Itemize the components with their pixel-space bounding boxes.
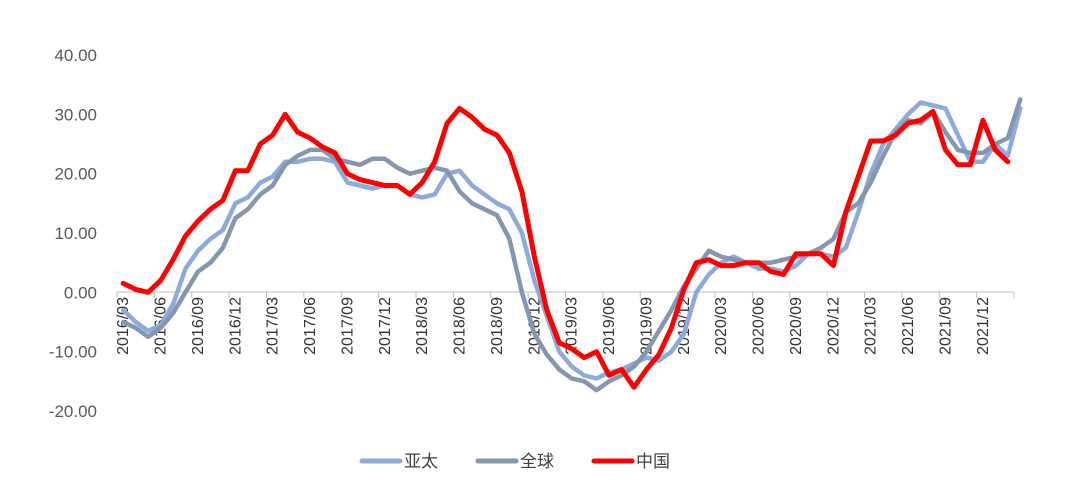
- x-tick-label: 2021/09: [937, 297, 954, 355]
- y-tick-label: 10.00: [54, 224, 97, 243]
- x-tick-label: 2017/06: [302, 297, 319, 355]
- legend-label: 亚太: [404, 452, 438, 471]
- x-tick-label: 2018/03: [414, 297, 431, 355]
- series-line-1: [120, 100, 1023, 381]
- y-axis: -20.00 -10.00 0.00 10.00 20.00 30.00 40.00: [49, 46, 97, 421]
- x-tick-label: 2016/12: [227, 297, 244, 355]
- x-tick-marks: [116, 292, 1015, 298]
- x-tick-label: 2017/09: [339, 297, 356, 355]
- legend-label: 中国: [636, 452, 670, 471]
- x-tick-label: 2017/03: [265, 297, 282, 355]
- series-layer: [120, 97, 1023, 393]
- x-tick-label: 2021/06: [900, 297, 917, 355]
- legend-label: 全球: [520, 452, 554, 471]
- x-tick-label: 2020/12: [825, 297, 842, 355]
- x-tick-labels: 2016/03 2016/06 2016/09 2016/12 2017/03 2017/…: [115, 297, 992, 355]
- x-tick-label: 2016/03: [115, 297, 132, 355]
- x-tick-label: 2018/09: [489, 297, 506, 355]
- y-tick-label: -20.00: [49, 402, 97, 421]
- y-tick-label: -10.00: [49, 343, 97, 362]
- x-tick-label: 2021/03: [863, 297, 880, 355]
- y-tick-label: 40.00: [54, 46, 97, 65]
- series-line-3: [120, 105, 1011, 390]
- x-tick-label: 2019/06: [601, 297, 618, 355]
- series-line-2: [120, 97, 1023, 393]
- legend: 亚太 全球 中国: [359, 452, 670, 471]
- x-tick-label: 2020/06: [751, 297, 768, 355]
- y-tick-label: 0.00: [64, 283, 97, 302]
- x-tick-label: 2020/03: [713, 297, 730, 355]
- x-tick-label: 2019/09: [638, 297, 655, 355]
- y-tick-label: 20.00: [54, 165, 97, 184]
- x-tick-label: 2021/12: [975, 297, 992, 355]
- x-tick-label: 2019/03: [564, 297, 581, 355]
- x-tick-label: 2020/09: [788, 297, 805, 355]
- x-tick-label: 2017/12: [377, 297, 394, 355]
- x-tick-label: 2016/09: [190, 297, 207, 355]
- y-tick-label: 30.00: [54, 105, 97, 124]
- x-tick-label: 2018/06: [452, 297, 469, 355]
